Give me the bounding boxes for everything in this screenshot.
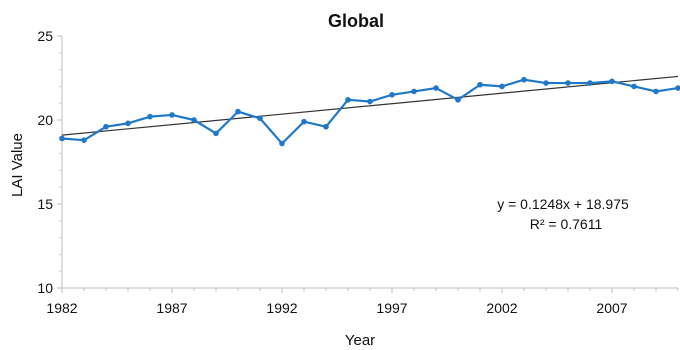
data-point [279,140,285,147]
data-point [147,113,153,120]
data-point [433,85,439,91]
trendline-equation: y = 0.1248x + 18.975 [497,196,629,212]
data-point [213,130,219,137]
data-point [587,80,593,86]
data-point [345,97,351,103]
data-point [477,81,483,88]
data-point [59,135,65,142]
data-point [323,123,329,130]
data-point [521,76,527,83]
trendline [61,75,679,136]
data-point [675,85,680,91]
data-point [389,92,395,98]
data-point [653,88,659,95]
data-point [125,120,131,127]
y-axis-label: LAI Value [9,133,26,197]
data-point [103,123,109,130]
x-tick-label: 1982 [46,300,77,316]
data-point [543,80,549,86]
x-axis-label: Year [345,332,375,349]
x-tick-label: 2002 [486,300,517,316]
data-point [81,137,87,143]
data-point [235,108,241,115]
data-point [257,115,263,122]
data-point [455,97,461,103]
data-point [565,80,571,86]
x-tick-label: 1987 [156,300,187,316]
data-point [411,88,417,95]
data-point [191,117,197,123]
series-line [60,78,680,145]
trendline-r2: R² = 0.7611 [530,216,603,232]
data-point [169,112,175,118]
data-point [367,98,373,105]
x-tick-label: 1992 [266,300,297,316]
data-point [609,78,615,85]
data-point [631,83,637,90]
x-tick-label: 1997 [376,300,407,316]
y-tick-label: 25 [37,28,53,44]
x-tick-label: 2007 [596,300,627,316]
data-point [301,118,307,125]
data-point [499,83,505,90]
y-tick-label: 10 [37,280,53,296]
y-tick-label: 20 [37,112,53,128]
chart-title: Global [328,11,384,31]
y-tick-label: 15 [37,196,53,212]
